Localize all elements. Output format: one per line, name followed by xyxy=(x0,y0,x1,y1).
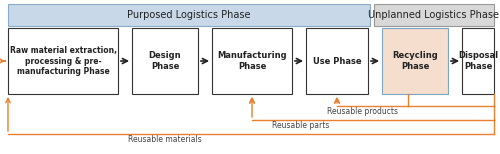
Text: Recycling
Phase: Recycling Phase xyxy=(392,51,438,71)
Bar xyxy=(8,4,370,26)
Text: Use Phase: Use Phase xyxy=(312,57,362,65)
Bar xyxy=(374,4,494,26)
Bar xyxy=(382,28,448,94)
Text: Unplanned Logistics Phase: Unplanned Logistics Phase xyxy=(368,10,500,20)
Text: Disposal
Phase: Disposal Phase xyxy=(458,51,498,71)
Text: Reusable parts: Reusable parts xyxy=(272,121,330,130)
Text: Manufacturing
Phase: Manufacturing Phase xyxy=(217,51,287,71)
Text: Raw material extraction,
processing & pre-
manufacturing Phase: Raw material extraction, processing & pr… xyxy=(10,46,117,76)
Bar xyxy=(212,28,292,94)
Text: Purposed Logistics Phase: Purposed Logistics Phase xyxy=(127,10,251,20)
Bar xyxy=(132,28,198,94)
Text: Design
Phase: Design Phase xyxy=(148,51,182,71)
Bar xyxy=(8,28,118,94)
Text: Reusable products: Reusable products xyxy=(328,107,398,116)
Bar xyxy=(306,28,368,94)
Text: Reusable materials: Reusable materials xyxy=(128,135,202,144)
Bar xyxy=(462,28,494,94)
